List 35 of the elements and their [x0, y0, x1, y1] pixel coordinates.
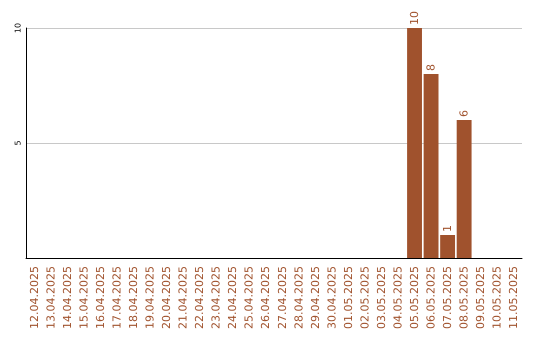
x-tick-label: 13.04.2025: [44, 266, 58, 330]
x-tick-label: 16.04.2025: [94, 266, 107, 330]
x-tick-label: 18.04.2025: [126, 266, 140, 330]
x-tick-label: 27.04.2025: [276, 266, 289, 330]
x-tick-label: 09.05.2025: [474, 266, 488, 330]
y-tick-label: 5: [14, 140, 22, 146]
x-tick-label: 11.05.2025: [507, 266, 520, 330]
data-label: 8: [424, 64, 438, 72]
x-tick-label: 21.04.2025: [176, 266, 190, 330]
x-tick-label: 25.04.2025: [242, 266, 256, 330]
x-tick-label: 05.05.2025: [408, 266, 422, 330]
x-tick-label: 12.04.2025: [28, 266, 41, 330]
data-label: 6: [458, 110, 471, 118]
x-tick-label: 10.05.2025: [490, 266, 504, 330]
x-tick-label: 06.05.2025: [424, 266, 438, 330]
x-tick-label: 20.04.2025: [160, 266, 174, 330]
x-tick-label: 14.04.2025: [60, 266, 74, 330]
x-tick-label: 17.04.2025: [110, 266, 124, 330]
x-tick-label: 23.04.2025: [210, 266, 223, 330]
x-tick-label: 28.04.2025: [292, 266, 306, 330]
x-tick-label: 03.05.2025: [374, 266, 388, 330]
data-label: 10: [408, 11, 422, 25]
x-tick-label: 02.05.2025: [358, 266, 372, 330]
x-tick-label: 24.04.2025: [226, 266, 240, 330]
x-tick-label: 26.04.2025: [259, 266, 272, 330]
x-tick-label: 04.05.2025: [392, 266, 404, 330]
x-tick-label: 08.05.2025: [458, 266, 471, 330]
x-tick-label: 07.05.2025: [441, 266, 454, 330]
data-label: 1: [441, 225, 454, 232]
x-tick-label: 15.04.2025: [77, 266, 90, 330]
x-tick-label: 29.04.2025: [308, 266, 322, 330]
x-tick-label: 30.04.2025: [325, 266, 338, 330]
x-tick-label: 01.05.2025: [342, 266, 355, 330]
x-tick-label: 19.04.2025: [144, 266, 156, 330]
x-tick-label: 22.04.2025: [193, 266, 206, 330]
